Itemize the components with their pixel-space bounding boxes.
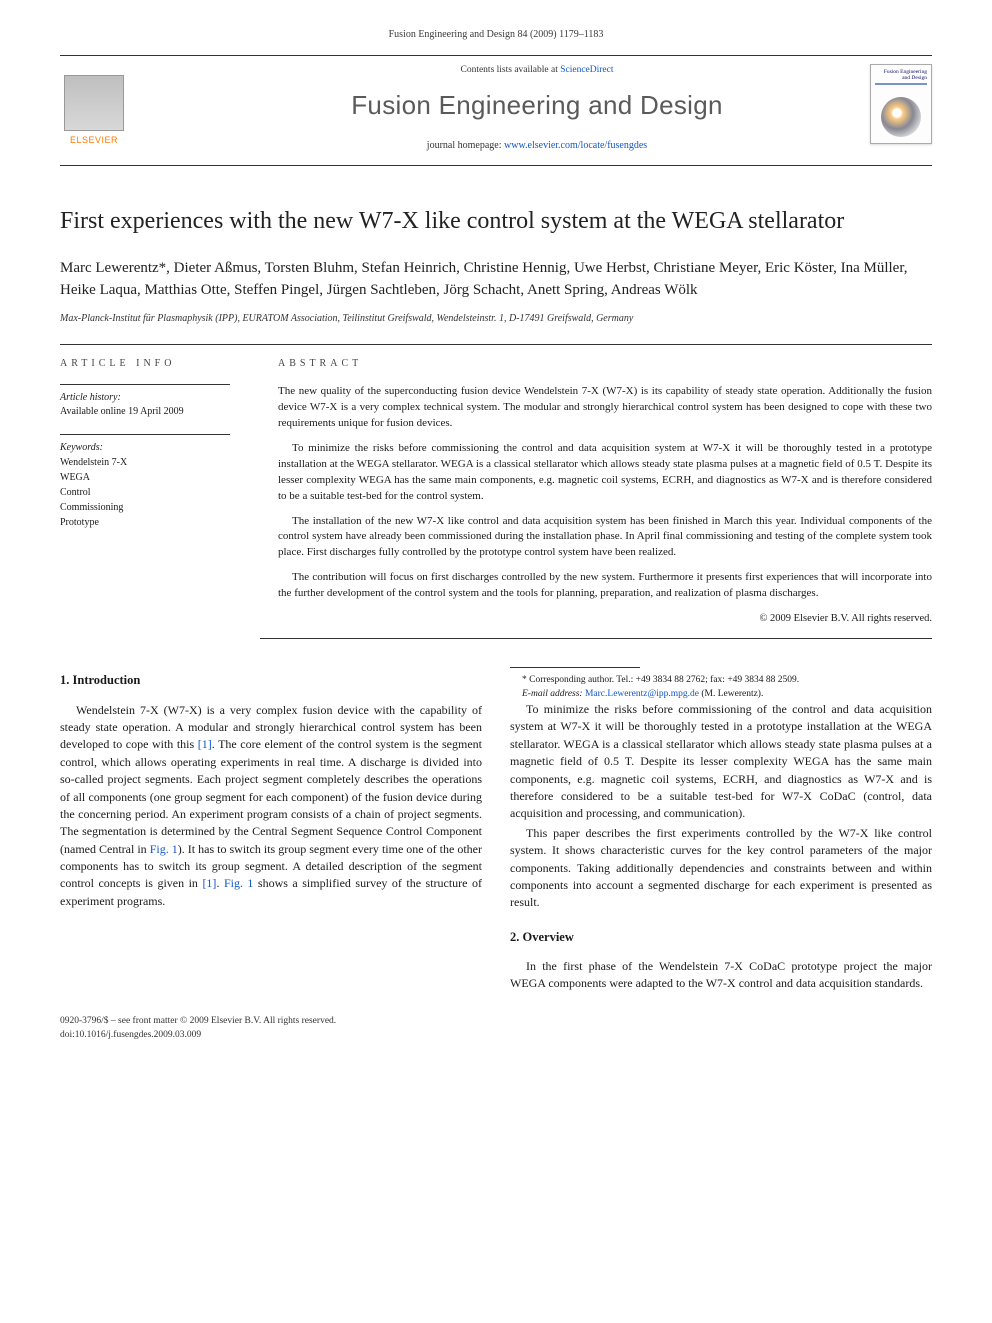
author-list: Marc Lewerentz*, Dieter Aßmus, Torsten B… [60,258,932,302]
doi-line: doi:10.1016/j.fusengdes.2009.03.009 [60,1029,932,1042]
journal-name: Fusion Engineering and Design [142,87,932,125]
body-two-column: 1. Introduction Wendelstein 7-X (W7-X) i… [60,667,932,997]
citation-link[interactable]: [1] [202,876,216,890]
abstract-paragraph: The installation of the new W7-X like co… [278,514,932,562]
article-title: First experiences with the new W7-X like… [60,206,932,236]
corresponding-author-note: * Corresponding author. Tel.: +49 3834 8… [510,674,932,687]
thumb-art [875,89,927,137]
info-abstract-row: ARTICLE INFO Article history: Available … [60,344,932,639]
thumb-title: Fusion Engineering and Design [875,69,927,81]
abstract-paragraph: The contribution will focus on first dis… [278,570,932,602]
abstract-paragraph: The new quality of the superconducting f… [278,384,932,432]
history-label: Article history: [60,391,242,406]
homepage-link[interactable]: www.elsevier.com/locate/fusengdes [504,140,647,151]
history-value: Available online 19 April 2009 [60,405,242,420]
keywords-list: Wendelstein 7-X WEGA Control Commissioni… [60,455,242,530]
front-matter-line: 0920-3796/$ – see front matter © 2009 El… [60,1015,932,1028]
journal-cover-thumb: Fusion Engineering and Design [870,64,932,144]
keyword: Wendelstein 7-X [60,455,242,470]
citation-link[interactable]: [1] [198,737,212,751]
email-label: E-mail address: [522,689,585,699]
keyword: WEGA [60,470,242,485]
abstract-column: ABSTRACT The new quality of the supercon… [260,345,932,639]
text-run: . [216,876,224,890]
affiliation: Max-Planck-Institut für Plasmaphysik (IP… [60,312,932,327]
keyword: Prototype [60,515,242,530]
keywords-label: Keywords: [60,441,242,456]
homepage-prefix: journal homepage: [427,140,504,151]
email-suffix: (M. Lewerentz). [699,689,763,699]
journal-masthead: ELSEVIER Contents lists available at Sci… [60,55,932,167]
section-overview: 2. Overview In the first phase of the We… [510,928,932,993]
abstract-copyright: © 2009 Elsevier B.V. All rights reserved… [278,611,932,626]
section-heading-overview: 2. Overview [510,928,932,946]
info-rule-2 [60,434,230,435]
figure-link[interactable]: Fig. 1 [224,876,254,890]
section-heading-introduction: 1. Introduction [60,671,482,689]
footnotes: * Corresponding author. Tel.: +49 3834 8… [510,674,932,701]
keyword: Commissioning [60,500,242,515]
body-paragraph: To minimize the risks before commissioni… [510,701,932,823]
text-run: . The core element of the control system… [60,737,482,855]
homepage-line: journal homepage: www.elsevier.com/locat… [142,139,932,154]
swirl-icon [881,97,921,137]
abstract-paragraph: To minimize the risks before commissioni… [278,441,932,505]
email-line: E-mail address: Marc.Lewerentz@ipp.mpg.d… [510,688,932,701]
elsevier-tree-icon [64,75,124,131]
figure-link[interactable]: Fig. 1 [150,842,178,856]
article-info-column: ARTICLE INFO Article history: Available … [60,345,260,639]
bottom-metadata: 0920-3796/$ – see front matter © 2009 El… [60,1015,932,1042]
article-history-block: Article history: Available online 19 Apr… [60,391,242,420]
info-rule [60,384,230,385]
keywords-block: Keywords: Wendelstein 7-X WEGA Control C… [60,441,242,531]
body-paragraph: In the first phase of the Wendelstein 7-… [510,958,932,993]
thumb-accent-bar [875,83,927,85]
publisher-logo: ELSEVIER [60,69,128,147]
publisher-name: ELSEVIER [70,134,118,147]
abstract-head: ABSTRACT [278,357,932,372]
body-paragraph: Wendelstein 7-X (W7-X) is a very complex… [60,702,482,911]
contents-available-line: Contents lists available at ScienceDirec… [142,64,932,78]
masthead-center: Contents lists available at ScienceDirec… [142,64,932,154]
footnote-separator [510,667,640,668]
keyword: Control [60,485,242,500]
sciencedirect-link[interactable]: ScienceDirect [560,65,613,75]
email-link[interactable]: Marc.Lewerentz@ipp.mpg.de [585,689,699,699]
running-head: Fusion Engineering and Design 84 (2009) … [60,28,932,43]
article-info-head: ARTICLE INFO [60,357,242,372]
body-paragraph: This paper describes the first experimen… [510,825,932,912]
contents-prefix: Contents lists available at [460,65,560,75]
